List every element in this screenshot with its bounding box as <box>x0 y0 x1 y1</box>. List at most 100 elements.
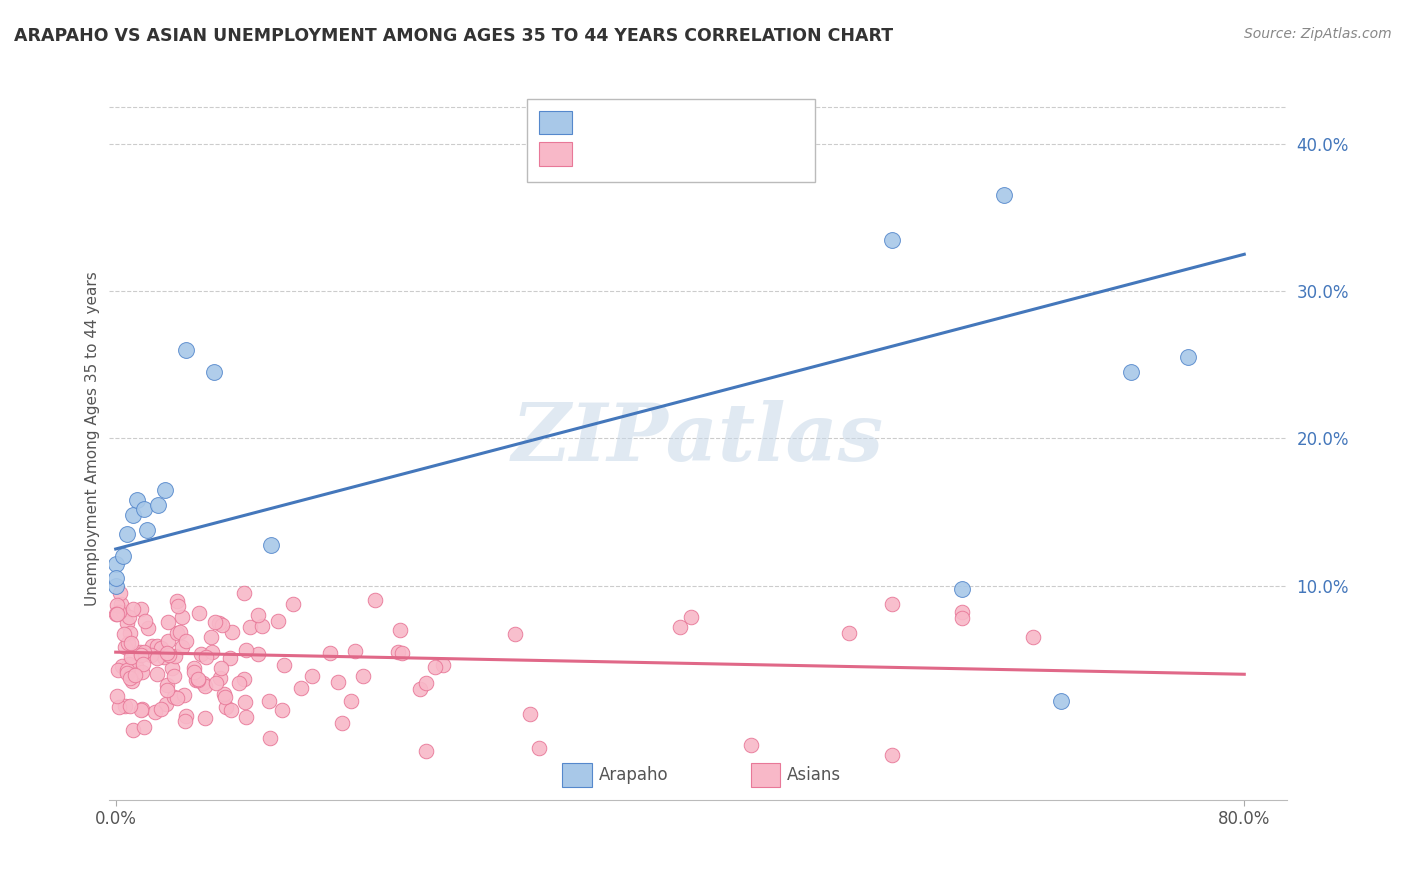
Text: R =: R = <box>579 113 616 131</box>
Point <box>281 598 304 612</box>
Point <box>111 659 134 673</box>
Point <box>174 714 197 728</box>
Point <box>204 615 226 629</box>
Point <box>194 711 217 725</box>
Point <box>186 673 208 687</box>
Point <box>232 586 254 600</box>
Point <box>105 607 128 621</box>
Point <box>669 620 692 634</box>
Point <box>166 690 188 705</box>
Point <box>172 610 194 624</box>
Point <box>212 687 235 701</box>
Point <box>132 645 155 659</box>
Point <box>145 651 167 665</box>
Point <box>129 645 152 659</box>
Point <box>1177 351 1199 365</box>
Point <box>149 702 172 716</box>
Point <box>319 647 342 661</box>
Point <box>340 694 363 708</box>
Point <box>120 668 142 682</box>
Point <box>330 715 353 730</box>
FancyBboxPatch shape <box>562 764 592 787</box>
Point <box>104 607 127 622</box>
Point <box>166 594 188 608</box>
Point <box>221 624 243 639</box>
Point <box>183 660 205 674</box>
Text: 0.689: 0.689 <box>616 113 668 131</box>
Text: R =: R = <box>579 145 616 163</box>
Point <box>129 648 152 662</box>
Point <box>391 647 413 661</box>
Point <box>104 557 127 571</box>
Point <box>950 582 973 596</box>
FancyBboxPatch shape <box>527 99 815 182</box>
Point <box>201 645 224 659</box>
Point <box>246 608 269 623</box>
Point <box>104 572 127 586</box>
Point <box>219 651 242 665</box>
Point <box>211 618 233 632</box>
Point <box>174 343 197 357</box>
Point <box>117 664 139 678</box>
Point <box>235 643 257 657</box>
Point <box>121 674 143 689</box>
Point <box>124 668 146 682</box>
Point <box>209 660 232 674</box>
Point <box>125 659 148 673</box>
Text: Arapaho: Arapaho <box>599 766 668 784</box>
FancyBboxPatch shape <box>538 111 572 134</box>
Point <box>163 648 186 663</box>
Point <box>170 640 193 655</box>
Point <box>239 620 262 634</box>
Y-axis label: Unemployment Among Ages 35 to 44 years: Unemployment Among Ages 35 to 44 years <box>86 271 100 606</box>
Point <box>183 665 205 680</box>
Point <box>519 706 541 721</box>
Point <box>301 669 323 683</box>
FancyBboxPatch shape <box>538 143 572 166</box>
Point <box>169 624 191 639</box>
Point <box>157 634 180 648</box>
Point <box>190 647 212 661</box>
Point <box>993 188 1015 202</box>
Point <box>215 700 238 714</box>
Point <box>740 738 762 752</box>
Point <box>187 607 209 621</box>
Point <box>120 699 142 714</box>
Point <box>108 605 131 619</box>
Text: 143: 143 <box>733 145 768 163</box>
Point <box>110 586 132 600</box>
Point <box>228 675 250 690</box>
Point <box>235 695 257 709</box>
Point <box>364 592 387 607</box>
Point <box>423 659 446 673</box>
Point <box>153 649 176 664</box>
Point <box>107 663 129 677</box>
Point <box>527 741 550 756</box>
Point <box>195 649 218 664</box>
Point <box>1021 631 1043 645</box>
Point <box>166 626 188 640</box>
Point <box>259 731 281 746</box>
Text: ZIPatlas: ZIPatlas <box>512 400 884 477</box>
Point <box>880 233 903 247</box>
Point <box>184 673 207 688</box>
Point <box>838 626 860 640</box>
Point <box>131 701 153 715</box>
Point <box>115 615 138 630</box>
Point <box>129 703 152 717</box>
Point <box>131 665 153 679</box>
Point <box>273 657 295 672</box>
Point <box>136 621 159 635</box>
Point <box>132 657 155 672</box>
Point <box>880 597 903 611</box>
Point <box>681 609 703 624</box>
Point <box>415 744 437 758</box>
Point <box>118 626 141 640</box>
Point <box>214 690 236 705</box>
Point <box>141 639 163 653</box>
Point <box>173 688 195 702</box>
Point <box>145 639 167 653</box>
Point <box>176 634 198 648</box>
Point <box>1050 694 1073 708</box>
Point <box>252 619 274 633</box>
